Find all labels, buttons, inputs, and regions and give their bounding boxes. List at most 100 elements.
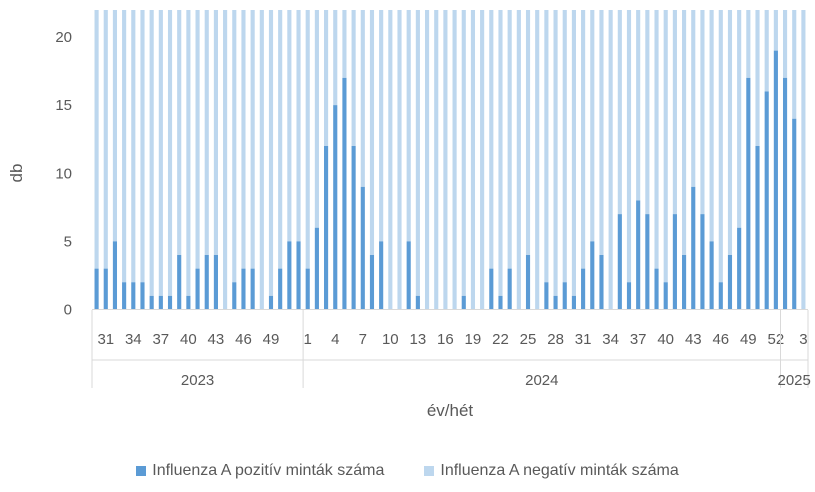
bar-positive (342, 77, 347, 310)
x-tick-label: 40 (180, 331, 197, 348)
bar-negative (645, 10, 650, 215)
x-tick-label: 31 (97, 331, 114, 348)
x-tick-label: 28 (547, 331, 564, 348)
bar-positive (764, 91, 769, 310)
legend-label-negative: Influenza A negatív minták száma (440, 462, 679, 479)
bar-negative (112, 10, 118, 242)
x-tick-label: 31 (575, 331, 592, 348)
bar-negative (342, 10, 347, 78)
x-tick-label: 25 (520, 331, 537, 348)
bar-positive (94, 268, 99, 310)
bar-negative (489, 10, 494, 269)
bar-negative (782, 10, 788, 78)
x-tick-label: 22 (492, 331, 509, 348)
bar-positive (782, 77, 788, 310)
bar-positive (590, 241, 595, 310)
bar-positive (167, 295, 173, 310)
bar-positive (195, 268, 200, 310)
bar-negative (672, 10, 677, 215)
bar-negative (608, 10, 613, 310)
bar-positive (700, 214, 705, 310)
bar-positive (406, 241, 411, 310)
bar-negative (259, 10, 264, 310)
bar-positive (351, 146, 356, 310)
year-label: 2024 (525, 372, 558, 389)
bar-negative (571, 10, 576, 296)
bar-positive (250, 268, 255, 310)
x-axis-label: év/hét (427, 401, 474, 420)
bar-negative (122, 10, 127, 283)
bar-positive (360, 186, 365, 310)
bar-negative (232, 10, 237, 283)
bar-positive (682, 255, 687, 310)
bar-negative (324, 10, 329, 146)
x-tick-label: 49 (740, 331, 757, 348)
bar-negative (140, 10, 145, 283)
bar-negative (507, 10, 512, 269)
bar-positive (122, 282, 127, 310)
x-tick-label: 3 (799, 331, 807, 348)
bar-negative (792, 10, 797, 119)
bar-negative (562, 10, 567, 283)
bar-positive (314, 227, 319, 310)
bar-positive (525, 255, 531, 310)
bar-negative (525, 10, 531, 255)
bar-negative (360, 10, 365, 187)
bar-positive (324, 146, 329, 310)
bar-positive (663, 282, 668, 310)
bar-negative (406, 10, 411, 242)
bar-positive (278, 268, 283, 310)
y-tick-label: 0 (64, 302, 72, 319)
x-tick-label: 7 (359, 331, 367, 348)
bar-negative (103, 10, 108, 269)
bar-positive (103, 268, 108, 310)
x-tick-label: 40 (657, 331, 674, 348)
bar-negative (305, 10, 310, 269)
bar-negative (158, 10, 163, 296)
legend-item-positive: Influenza A pozitív minták száma (136, 459, 384, 483)
bar-negative (314, 10, 319, 228)
bar-negative (443, 10, 448, 310)
bar-negative (177, 10, 182, 255)
bar-negative (718, 10, 723, 283)
bar-negative (617, 10, 622, 215)
x-tick-label: 43 (208, 331, 225, 348)
bar-negative (737, 10, 742, 228)
bar-negative (535, 10, 540, 310)
bar-negative (654, 10, 659, 269)
bar-positive (149, 295, 154, 310)
bar-negative (241, 10, 246, 269)
bar-positive (204, 255, 209, 310)
bar-positive (636, 200, 641, 310)
bar-positive (544, 282, 549, 310)
x-tick-label: 16 (437, 331, 454, 348)
bar-positive (232, 282, 237, 310)
bar-negative (773, 10, 778, 51)
bar-negative (626, 10, 632, 283)
bar-negative (755, 10, 760, 146)
x-tick-label: 43 (685, 331, 702, 348)
bar-positive (691, 186, 696, 310)
y-tick-label: 5 (64, 233, 72, 250)
bar-positive (131, 282, 136, 310)
bar-positive (718, 282, 723, 310)
bar-positive (599, 255, 604, 310)
bar-negative (553, 10, 558, 296)
bar-positive (112, 241, 118, 310)
x-axis: 31 34 37 40 43 46 49 1 4 7 10 13 16 19 22 25 28 31 34 37 40 4… (91, 310, 811, 389)
bar-negative (223, 10, 228, 310)
bar-negative (415, 10, 420, 296)
year-label: 2025 (778, 372, 811, 389)
bar-negative (452, 10, 457, 310)
bar-positive (241, 268, 246, 310)
bar-negative (682, 10, 687, 255)
x-tick-label: 46 (235, 331, 252, 348)
bar-negative (480, 10, 485, 310)
x-tick-label: 1 (304, 331, 312, 348)
bar-positive (507, 268, 512, 310)
legend-swatch-negative (424, 466, 435, 476)
bar-negative (581, 10, 586, 269)
bar-negative (516, 10, 521, 310)
y-axis-label: db (7, 164, 26, 183)
x-tick-label: 10 (382, 331, 399, 348)
